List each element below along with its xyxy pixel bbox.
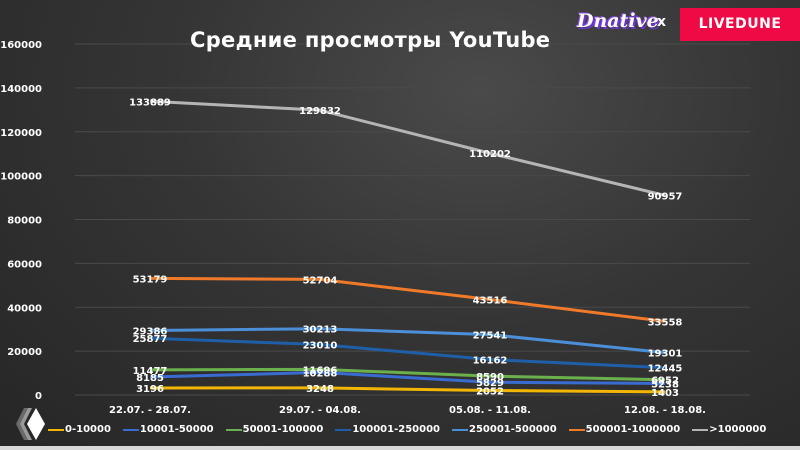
chart-legend: 0-10000 10001-50000 50001-100000 100001-250… <box>48 424 766 435</box>
legend-swatch-icon <box>692 428 709 431</box>
data-label: 90957 <box>648 191 683 202</box>
legend-swatch-icon <box>452 428 468 431</box>
data-label: 8185 <box>136 373 164 384</box>
y-tick-label: 0 <box>35 391 42 402</box>
legend-label: 50001-100000 <box>242 424 324 435</box>
chart-title: Средние просмотры YouTube <box>190 28 551 52</box>
x-tick-label: 29.07. - 04.08. <box>279 405 361 416</box>
data-label: 110202 <box>469 149 511 160</box>
x-tick-label: 12.08. - 18.08. <box>624 405 706 416</box>
y-tick-label: 60000 <box>7 259 42 270</box>
data-label: 23010 <box>303 341 338 352</box>
data-label: 129832 <box>299 106 341 117</box>
series-line <box>149 336 666 370</box>
y-tick-label: 100000 <box>0 172 42 183</box>
bottom-border <box>0 446 800 450</box>
legend-label: 100001-250000 <box>352 424 440 435</box>
data-label: 2052 <box>476 386 504 397</box>
data-label: 43516 <box>473 296 508 307</box>
legend-item: 50001-100000 <box>225 424 324 435</box>
legend-swatch-icon <box>568 428 585 431</box>
data-label: 29386 <box>133 327 168 338</box>
legend-swatch-icon <box>335 428 352 431</box>
data-label: 52704 <box>303 275 338 286</box>
legend-item: 500001-1000000 <box>568 424 681 435</box>
x-tick-label: 22.07. - 28.07. <box>109 405 191 416</box>
brand-separator: x <box>657 14 667 30</box>
data-label: 12445 <box>648 364 683 375</box>
data-label: 27541 <box>473 331 508 342</box>
legend-item: 10001-50000 <box>122 424 214 435</box>
y-tick-label: 40000 <box>7 303 42 314</box>
data-label: 19301 <box>648 349 683 360</box>
y-tick-label: 80000 <box>7 216 42 227</box>
data-label: 6952 <box>651 376 679 387</box>
legend-label: 250001-500000 <box>469 424 557 435</box>
data-label: 133889 <box>129 97 171 108</box>
series-line <box>149 276 666 323</box>
legend-item: 100001-250000 <box>335 424 440 435</box>
y-tick-label: 160000 <box>0 40 42 51</box>
data-label: 5238 <box>651 380 679 391</box>
dnative-logo: Dnative <box>577 10 659 32</box>
data-label: 5829 <box>476 378 504 389</box>
diamond-logo-icon <box>16 408 45 440</box>
series-line <box>149 99 666 197</box>
legend-label: 500001-1000000 <box>585 424 681 435</box>
legend-item: >1000000 <box>692 424 766 435</box>
series-line <box>149 386 666 394</box>
data-label: 25877 <box>133 334 168 345</box>
legend-label: 0-10000 <box>65 424 111 435</box>
x-tick-label: 05.08. - 11.08. <box>449 405 531 416</box>
series-line <box>149 327 666 355</box>
series-line <box>149 367 666 382</box>
data-label: 53179 <box>133 274 168 285</box>
legend-swatch-icon <box>122 428 139 431</box>
legend-swatch-icon <box>48 428 64 431</box>
data-label: 11477 <box>133 366 168 377</box>
legend-label: >1000000 <box>709 424 767 435</box>
livedune-logo: LIVEDUNE <box>680 8 800 41</box>
data-label: 3248 <box>306 384 334 395</box>
data-label: 3196 <box>136 384 164 395</box>
legend-swatch-icon <box>225 428 242 431</box>
legend-item: 0-10000 <box>48 424 111 435</box>
data-label: 8590 <box>476 372 504 383</box>
legend-item: 250001-500000 <box>452 424 557 435</box>
data-label: 16162 <box>473 356 508 367</box>
y-tick-label: 140000 <box>0 84 42 95</box>
y-tick-label: 120000 <box>0 128 42 139</box>
data-label: 30213 <box>303 325 338 336</box>
data-label: 10288 <box>303 368 338 379</box>
series-line <box>149 370 666 386</box>
y-tick-label: 20000 <box>7 347 42 358</box>
data-label: 11696 <box>303 365 338 376</box>
data-label: 33558 <box>648 317 683 328</box>
data-label: 1403 <box>651 388 679 399</box>
legend-label: 10001-50000 <box>139 424 214 435</box>
